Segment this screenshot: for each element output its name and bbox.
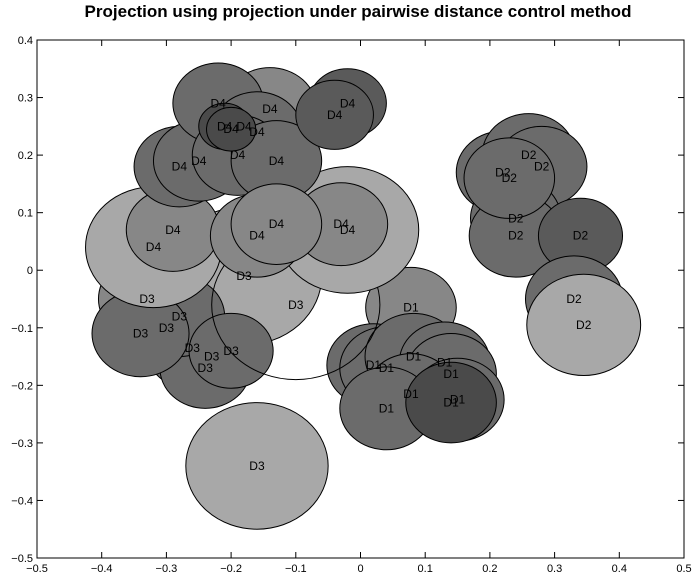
- point-label: D3: [185, 341, 201, 355]
- point-label: D1: [443, 396, 459, 410]
- x-tick-label: −0.3: [156, 563, 178, 575]
- point-circle-d4: [230, 183, 323, 265]
- point-label: D4: [333, 217, 349, 231]
- point-circle-d3: [185, 402, 329, 530]
- point-label: D3: [139, 292, 155, 306]
- point-label: D1: [443, 367, 459, 381]
- point-circle-d1: [405, 361, 497, 444]
- point-label: D2: [566, 292, 582, 306]
- point-circle-d2: [526, 273, 642, 377]
- point-label: D2: [534, 160, 550, 174]
- x-tick-label: −0.1: [285, 563, 307, 575]
- x-tick-label: 0.4: [612, 563, 627, 575]
- point-label: D4: [269, 154, 285, 168]
- point-label: D3: [223, 344, 239, 358]
- point-label: D2: [508, 229, 524, 243]
- circle-layer: [85, 62, 642, 530]
- point-label: D3: [133, 327, 149, 341]
- point-label: D4: [191, 154, 207, 168]
- point-label: D4: [249, 229, 265, 243]
- point-circle-d4: [206, 106, 257, 152]
- point-label: D3: [288, 298, 304, 312]
- x-tick-label: 0.5: [676, 563, 691, 575]
- x-tick-label: −0.4: [91, 563, 113, 575]
- point-label: D3: [172, 309, 188, 323]
- x-tick-label: 0.2: [482, 563, 497, 575]
- point-label: D2: [573, 229, 589, 243]
- x-tick-label: 0.3: [547, 563, 562, 575]
- point-label: D2: [576, 318, 592, 332]
- y-tick-label: 0.4: [18, 35, 33, 47]
- y-tick-label: −0.5: [11, 553, 33, 565]
- point-label: D4: [223, 122, 239, 136]
- point-circle-d2: [463, 137, 556, 219]
- y-tick-label: 0.3: [18, 93, 33, 105]
- point-label: D1: [406, 350, 422, 364]
- point-label: D4: [340, 96, 356, 110]
- x-tick-label: −0.2: [220, 563, 242, 575]
- point-label: D3: [249, 459, 265, 473]
- y-tick-label: −0.1: [11, 323, 33, 335]
- y-tick-label: −0.2: [11, 380, 33, 392]
- x-tick-label: 0: [357, 563, 363, 575]
- point-label: D1: [403, 301, 419, 315]
- point-label: D4: [210, 96, 226, 110]
- point-label: D1: [437, 355, 453, 369]
- point-label: D1: [450, 393, 466, 407]
- point-label: D4: [146, 240, 162, 254]
- y-tick-label: −0.4: [11, 495, 33, 507]
- point-label: D1: [379, 361, 395, 375]
- point-label: D2: [508, 211, 524, 225]
- tick-layer: −0.5 −0.4 −0.3 −0.2 −0.1 0 0.1 0.2 0.3 0.4 0.5 −0.5…: [11, 35, 691, 575]
- point-label: D1: [403, 387, 419, 401]
- point-label: D3: [198, 361, 214, 375]
- point-label: D1: [366, 358, 382, 372]
- point-label: D4: [269, 217, 285, 231]
- point-label: D4: [172, 160, 188, 174]
- y-tick-label: 0: [27, 265, 33, 277]
- point-label: D4: [340, 223, 356, 237]
- point-label: D3: [159, 321, 175, 335]
- point-label: D2: [521, 148, 537, 162]
- point-label: D4: [230, 148, 246, 162]
- point-label: D2: [502, 171, 518, 185]
- chart-title: Projection using projection under pairwi…: [84, 2, 632, 21]
- y-tick-label: 0.2: [18, 150, 33, 162]
- y-tick-label: −0.3: [11, 438, 33, 450]
- x-tick-label: 0.1: [418, 563, 433, 575]
- point-circle-d4: [295, 79, 374, 150]
- point-label: D4: [165, 223, 181, 237]
- point-label: D4: [249, 125, 265, 139]
- point-label: D4: [327, 108, 343, 122]
- y-tick-label: 0.1: [18, 208, 33, 220]
- point-label: D4: [217, 119, 233, 133]
- point-label: D3: [236, 269, 252, 283]
- point-label: D4: [236, 119, 252, 133]
- point-circle-d3: [188, 312, 274, 389]
- x-tick-label: −0.5: [26, 563, 48, 575]
- point-label: D2: [495, 165, 511, 179]
- point-label: D3: [204, 350, 220, 364]
- point-label: D4: [262, 102, 278, 116]
- point-label: D1: [379, 401, 395, 415]
